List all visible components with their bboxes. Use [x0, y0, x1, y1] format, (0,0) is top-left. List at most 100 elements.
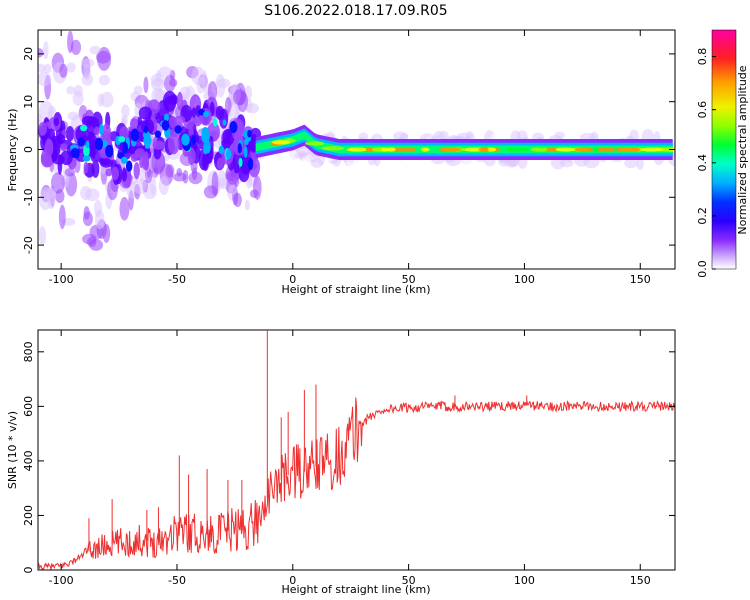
heatmap-cell	[224, 97, 232, 114]
spectrogram-x-ticks: -100 -50 0 50 100 150	[49, 30, 651, 286]
heatmap-cell	[100, 158, 114, 168]
heatmap-cell	[150, 78, 165, 91]
heatmap-cell	[182, 170, 189, 184]
heatmap-cell	[83, 63, 91, 81]
heatmap-cell	[165, 164, 175, 178]
heatmap-cell	[38, 47, 44, 58]
x-tick-label: 0	[289, 574, 296, 587]
heatmap-cell	[133, 162, 140, 180]
heatmap-cell	[143, 134, 152, 147]
heatmap-cell	[120, 156, 128, 165]
x-tick-label: -50	[168, 273, 186, 286]
heatmap-cell	[89, 45, 101, 55]
spectrogram-x-label: Height of straight line (km)	[281, 283, 430, 296]
heatmap-cell	[624, 158, 638, 169]
heatmap-cell	[66, 62, 76, 73]
heatmap-cell	[204, 140, 211, 154]
heatmap-cell	[101, 123, 112, 145]
heatmap-cell	[80, 124, 88, 132]
heatmap-cell	[480, 147, 489, 152]
heatmap-cell	[176, 91, 183, 111]
colorbar-label: Normalized spectral amplitude	[736, 65, 749, 234]
heatmap-cell	[304, 141, 325, 146]
heatmap-cell	[158, 176, 170, 196]
heatmap-cell	[143, 76, 149, 94]
heatmap-cell	[168, 116, 177, 129]
colorbar-tick-label: 0.8	[696, 48, 709, 66]
heatmap-cell	[216, 157, 224, 170]
heatmap-cell	[174, 125, 182, 134]
heatmap-cell	[130, 128, 140, 142]
heatmap-cell	[176, 167, 183, 177]
heatmap-cell	[217, 170, 227, 187]
heatmap-cell	[247, 129, 252, 138]
heatmap-cell	[555, 147, 576, 152]
heatmap-cell	[640, 147, 663, 152]
heatmap-cell	[65, 125, 75, 142]
heatmap-cell	[94, 137, 104, 151]
x-tick-label: 100	[514, 574, 535, 587]
heatmap-cell	[105, 168, 113, 177]
heatmap-cell	[64, 168, 76, 177]
y-tick-label: 20	[22, 47, 35, 61]
heatmap-cell	[215, 73, 226, 98]
heatmap-cell	[44, 138, 54, 158]
heatmap-cell	[139, 154, 144, 169]
heatmap-cell	[125, 160, 133, 172]
chart-title: S106.2022.018.17.09.R05	[264, 3, 447, 19]
colorbar-tick-label: 0.6	[696, 101, 709, 119]
x-tick-label: 150	[630, 574, 651, 587]
heatmap-cell	[233, 89, 247, 106]
heatmap-cell	[229, 120, 238, 134]
snr-x-ticks: -100 -50 0 50 100 150	[49, 330, 651, 587]
heatmap-cell	[70, 147, 80, 158]
heatmap-cell	[93, 200, 103, 217]
y-tick-label: -20	[22, 236, 35, 254]
heatmap-cell	[105, 144, 114, 158]
heatmap-cell	[119, 196, 130, 221]
heatmap-cell	[43, 41, 49, 60]
heatmap-cell	[38, 121, 48, 136]
heatmap-cell	[222, 119, 227, 126]
x-tick-label: 50	[402, 574, 416, 587]
colorbar: 0.0 0.2 0.4 0.6 0.8 Normalized spectral ampl…	[696, 29, 749, 278]
heatmap-cell	[51, 154, 65, 165]
heatmap-cell	[201, 126, 210, 138]
heatmap-cell	[72, 91, 84, 106]
heatmap-cell	[393, 131, 408, 141]
heatmap-cell	[234, 176, 240, 188]
heatmap-cell	[154, 130, 162, 139]
heatmap-cell	[438, 147, 462, 152]
heatmap-cell	[203, 111, 210, 118]
heatmap-cell	[485, 147, 497, 152]
heatmap-cell	[89, 239, 104, 251]
heatmap-cell	[55, 189, 65, 204]
heatmap-cell	[82, 155, 91, 162]
heatmap-cell	[158, 66, 172, 78]
heatmap-cell	[232, 151, 241, 174]
heatmap-cell	[38, 226, 47, 246]
y-tick-label: 0	[22, 146, 35, 153]
heatmap-cell	[167, 133, 180, 155]
heatmap-cell	[246, 103, 259, 114]
heatmap-cell	[143, 125, 149, 134]
colorbar-gradient	[711, 29, 737, 270]
heatmap-cell	[43, 63, 52, 74]
heatmap-cell	[228, 184, 238, 195]
heatmap-cell	[118, 136, 126, 143]
heatmap-cell	[81, 58, 95, 68]
heatmap-cell	[191, 107, 197, 118]
x-tick-label: -50	[168, 574, 186, 587]
heatmap-cell	[100, 91, 114, 108]
heatmap-cell	[58, 204, 66, 230]
heatmap-cell	[225, 148, 232, 160]
heatmap-cell	[129, 117, 139, 131]
heatmap-cell	[97, 46, 112, 71]
heatmap-cell	[60, 143, 68, 152]
heatmap-cell	[133, 85, 143, 95]
spectrogram-heatmap	[38, 30, 675, 251]
heatmap-cell	[161, 120, 170, 131]
heatmap-cell	[516, 147, 530, 152]
x-tick-label: 0	[289, 273, 296, 286]
heatmap-cell	[420, 147, 430, 152]
